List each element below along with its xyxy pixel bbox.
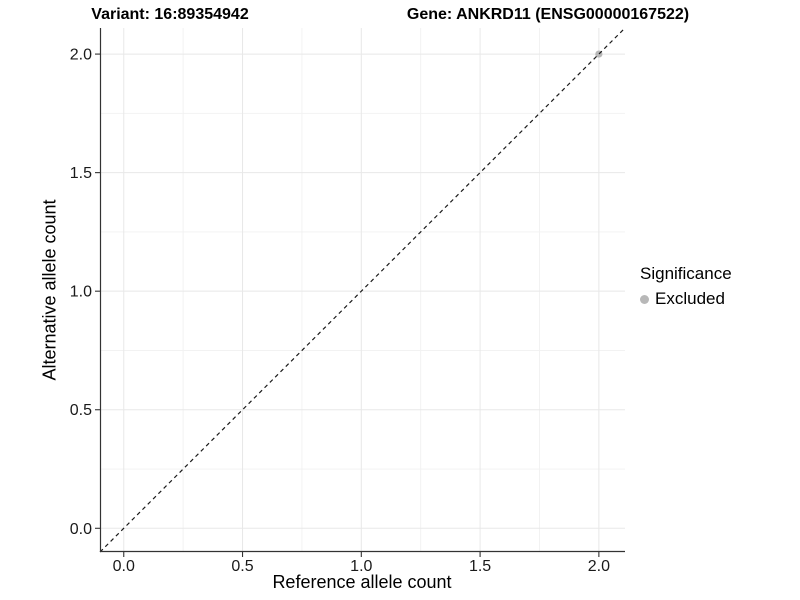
y-axis-title: Alternative allele count bbox=[39, 199, 60, 381]
x-tick-label: 1.0 bbox=[350, 558, 372, 575]
x-tick-label: 2.0 bbox=[588, 558, 610, 575]
x-tick-label: 0.0 bbox=[113, 558, 135, 575]
y-tick-label: 1.0 bbox=[70, 284, 92, 301]
variant-title: Variant: 16:89354942 bbox=[91, 6, 249, 23]
x-tick-label: 0.5 bbox=[231, 558, 253, 575]
y-tick-label: 0.5 bbox=[70, 402, 92, 419]
y-tick-label: 2.0 bbox=[70, 47, 92, 64]
x-axis-title: Reference allele count bbox=[272, 572, 452, 592]
x-tick-label: 1.5 bbox=[469, 558, 491, 575]
identity-dashed-line bbox=[99, 27, 626, 553]
legend: Significance Excluded bbox=[640, 264, 732, 309]
y-tick-label: 1.5 bbox=[70, 165, 92, 182]
legend-title: Significance bbox=[640, 264, 732, 283]
y-tick-label: 0.0 bbox=[70, 521, 92, 538]
legend-point-icon bbox=[640, 294, 649, 304]
legend-item-excluded: Excluded bbox=[640, 289, 732, 309]
gene-title: Gene: ANKRD11 (ENSG00000167522) bbox=[406, 6, 690, 23]
legend-item-label: Excluded bbox=[655, 289, 725, 308]
